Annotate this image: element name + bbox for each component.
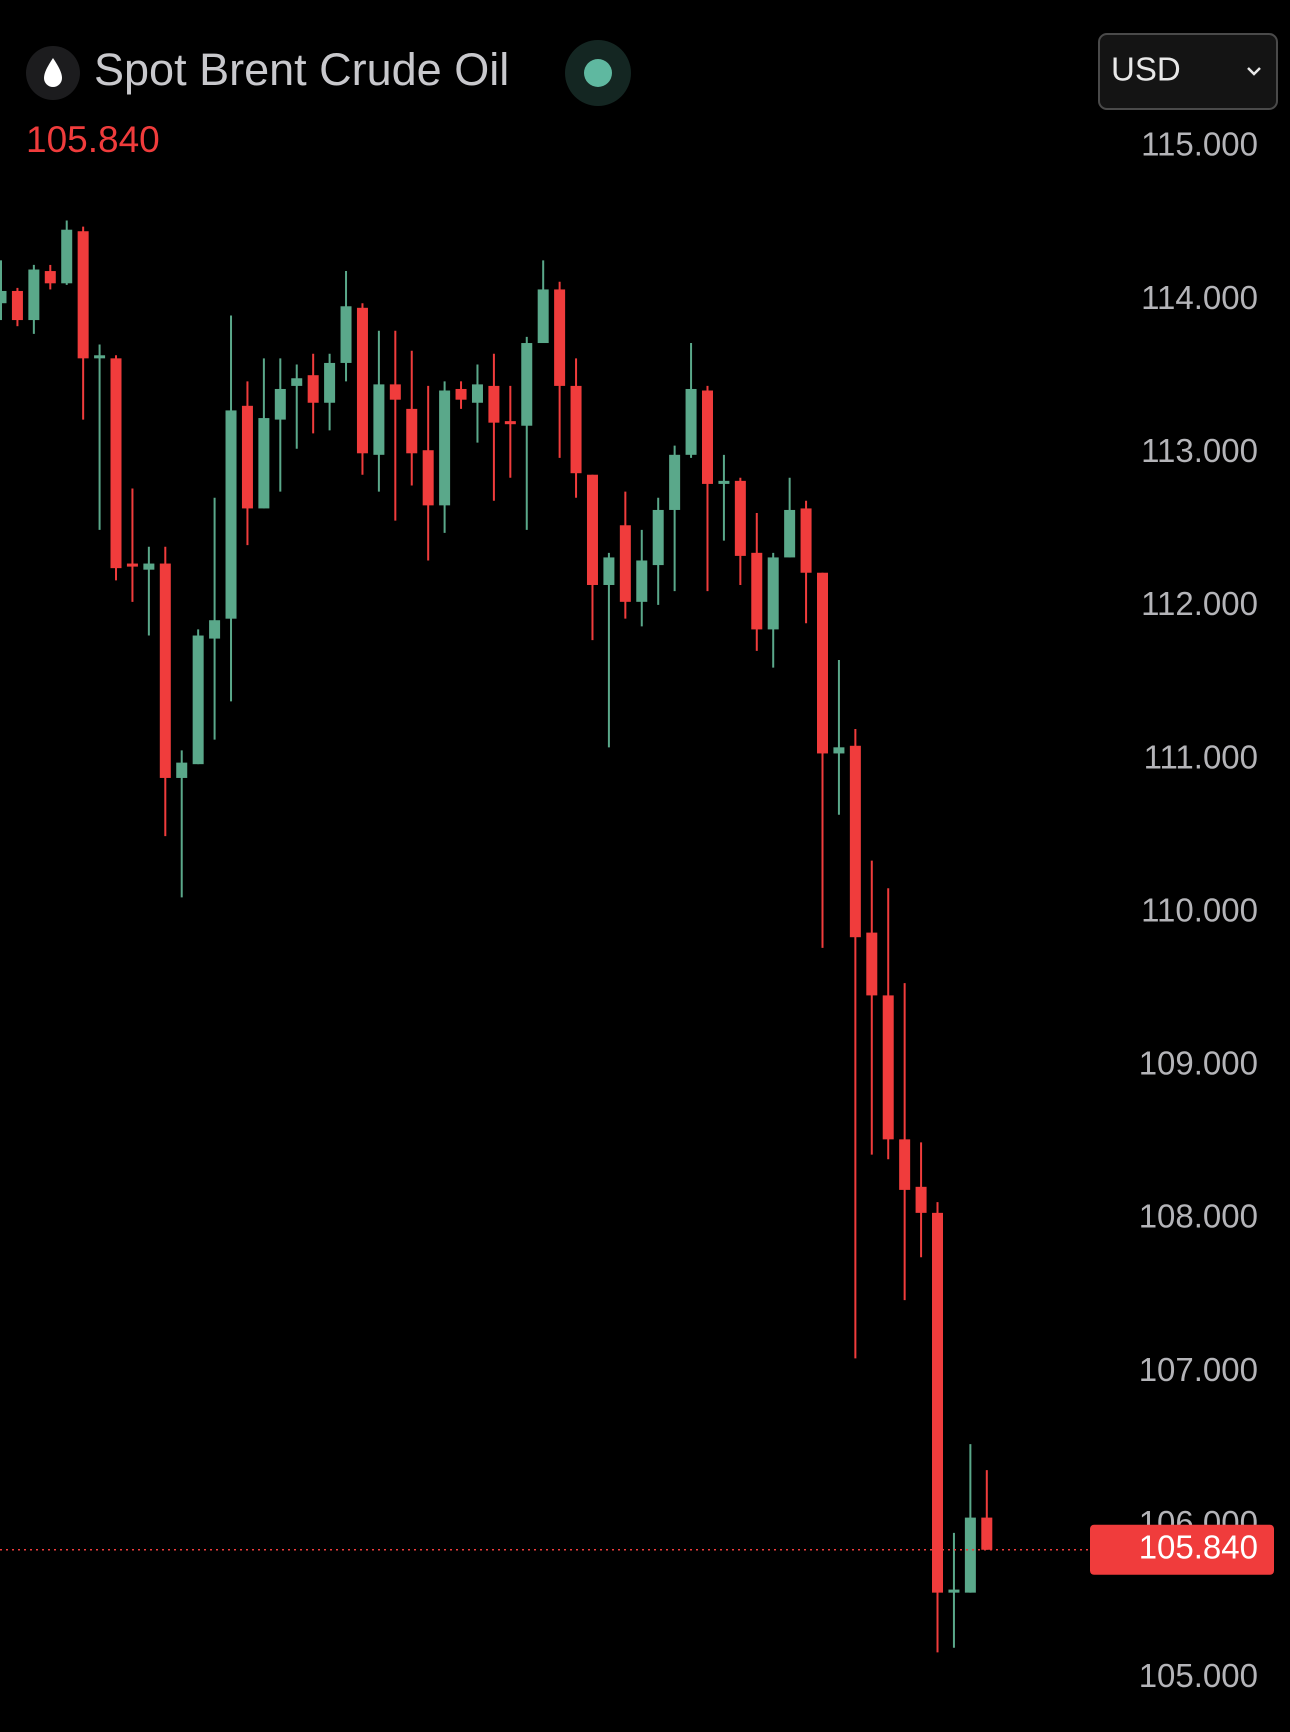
candle-body [274,388,286,420]
candle-body [94,355,106,359]
last-price-badge [1090,1524,1274,1575]
candle-body [718,480,730,484]
candle-body [669,454,681,510]
candle-body [192,635,204,765]
last-price: 105.840 [26,119,160,160]
candle-body [751,552,763,630]
y-tick-label: 115.000 [1141,126,1258,163]
y-tick-label: 110.000 [1141,891,1258,928]
candle-body [0,290,7,304]
asset-title: Spot Brent Crude Oil [94,44,509,95]
currency-label[interactable]: USD [1111,51,1181,88]
currency-select[interactable]: USD [1098,33,1278,110]
candle-body [866,932,878,996]
candle-body [849,745,861,938]
y-tick-label: 113.000 [1141,432,1258,469]
y-tick-label: 109.000 [1139,1045,1258,1082]
last-price-badge-label: 105.840 [1139,1528,1258,1565]
candle-body [340,306,352,363]
candle-body [258,418,270,509]
y-axis: 105.000106.000107.000108.000109.000110.0… [1139,126,1258,1694]
candle-body [77,231,89,359]
candle-body [61,229,73,284]
candle-body [948,1589,960,1593]
plot-area [0,220,993,1653]
candle-body [521,343,533,426]
candle-body [28,269,40,321]
candle-body [11,290,23,321]
price-marker: 105.840 [0,1524,1274,1575]
candle-body [767,557,779,630]
candle-body [439,390,451,506]
candle-body [504,421,516,425]
candle-body [455,388,467,400]
y-tick-label: 114.000 [1141,279,1258,316]
live-dot [584,59,612,87]
y-tick-label: 112.000 [1141,585,1258,622]
candle-body [603,557,615,585]
candle-body [586,474,598,585]
candle-body [307,375,319,403]
drop-icon [44,58,62,87]
candle-body [389,384,401,400]
candle-body [932,1212,944,1593]
candle-body [882,995,894,1140]
candle-body [44,271,56,284]
candle-body [537,289,549,344]
candle-body [636,560,648,602]
candle-body [619,525,631,602]
candle-body [899,1139,911,1190]
candle-body [981,1517,993,1550]
candle-body [324,362,336,403]
candle-body [817,572,828,754]
candle-body [126,563,138,567]
candle-body [159,563,171,778]
candle-body [915,1186,927,1213]
currency-box[interactable] [1098,33,1278,110]
candle-body [488,385,500,423]
candle-body [685,388,697,455]
candle-body [734,480,746,556]
candle-body [833,747,845,754]
candle-body [356,307,368,454]
candle-body [554,289,566,386]
candle-body [373,384,385,455]
candle-body [241,405,253,509]
candle-body [784,509,796,558]
candle-body [209,620,221,639]
candle-body [964,1517,976,1593]
candle-body [800,508,812,573]
candle-body [570,385,582,474]
candle-body [110,358,122,569]
candle-body [471,384,483,403]
candle-body [176,762,188,778]
y-tick-label: 105.000 [1139,1657,1258,1694]
candle-body [143,563,155,570]
dropdown-chevron[interactable] [1247,67,1261,76]
candle-body [291,378,303,386]
candle-body [225,410,237,619]
y-tick-label: 107.000 [1139,1351,1258,1388]
candle-body [406,408,418,454]
candle-body [701,390,713,484]
candle-body [652,509,664,566]
y-tick-label: 111.000 [1144,738,1258,775]
y-tick-label: 108.000 [1139,1198,1258,1235]
candle-body [422,450,434,506]
